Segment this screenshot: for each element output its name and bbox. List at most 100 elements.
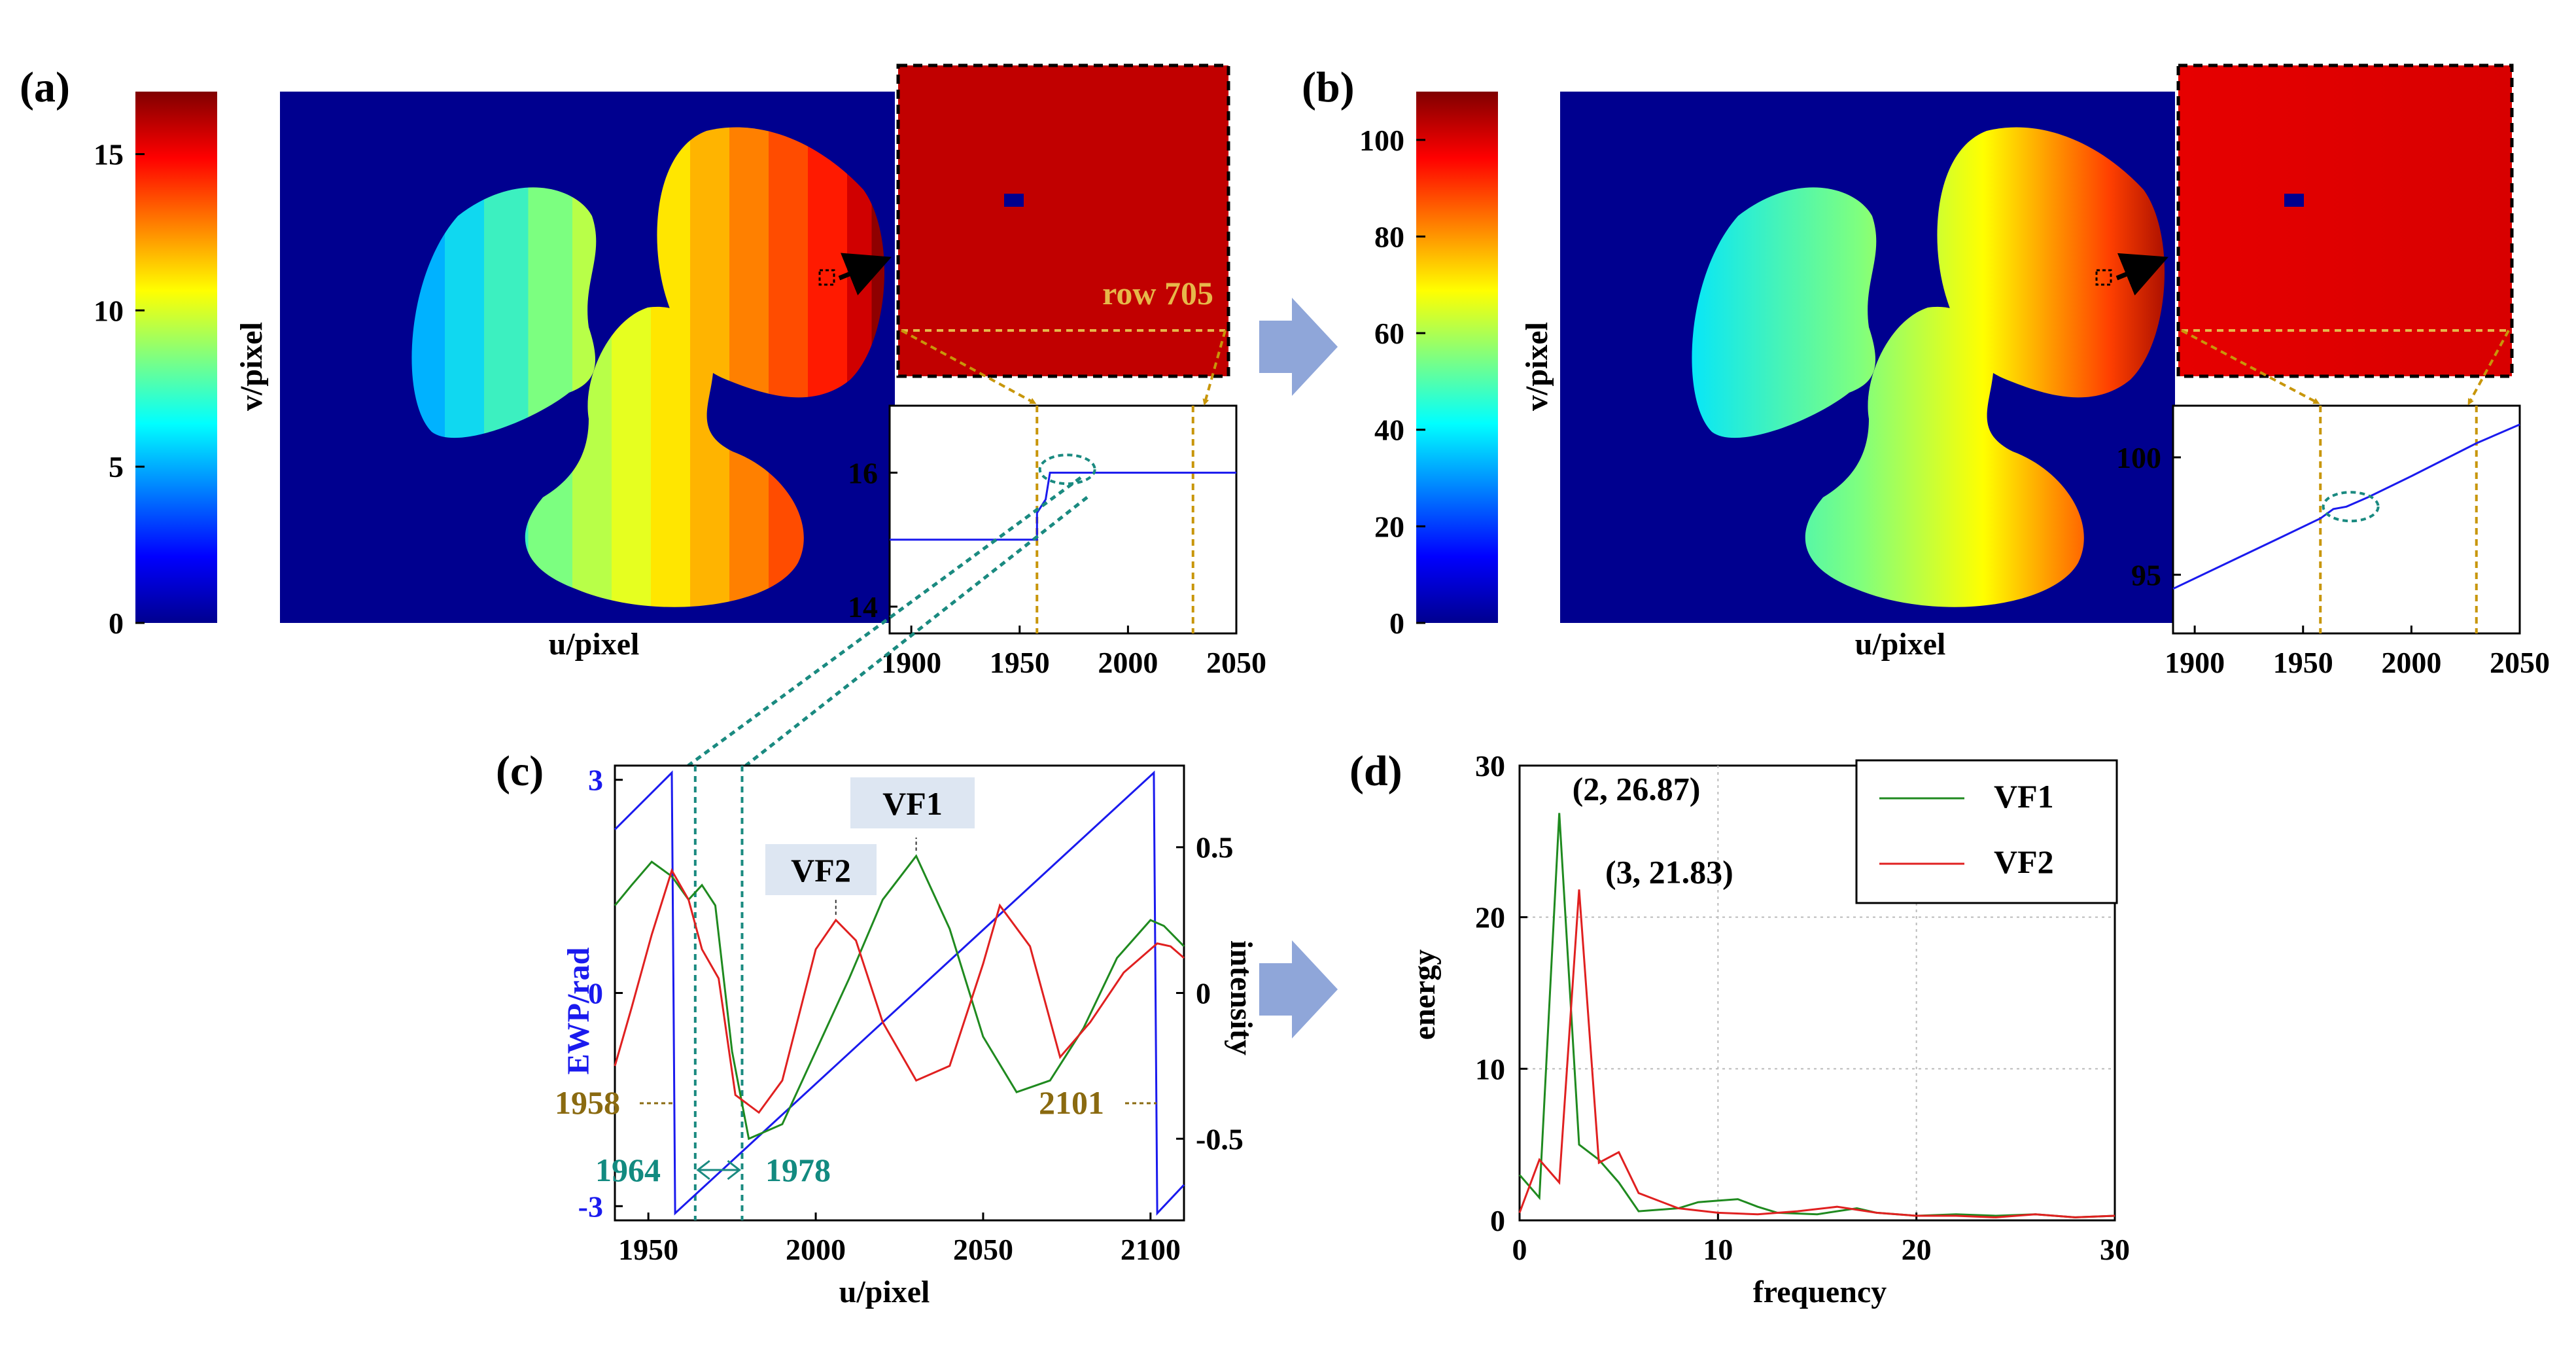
x-tick-label: 2000 — [786, 1233, 846, 1266]
range-right-label: 1978 — [765, 1152, 831, 1188]
range-arrow-left-head — [696, 1160, 710, 1180]
connector-left — [687, 476, 1082, 768]
peak-annotation-vf2: (3, 21.83) — [1605, 853, 1733, 890]
zoom-frame-a — [896, 63, 1230, 378]
x-tick-label: 2100 — [1121, 1233, 1181, 1266]
x-tick-label: 20 — [1902, 1233, 1932, 1266]
panel-d: energy frequency 0 10 20 30 0 10 20 30 (2, 26.87… — [1407, 749, 2130, 1309]
peak-annotation-vf1: (2, 26.87) — [1573, 771, 1701, 807]
zoom-hole-a — [1004, 194, 1024, 207]
y-tick-label: 0 — [1490, 1204, 1505, 1237]
colorbar-tick-label: 100 — [1359, 124, 1404, 157]
inset-profile-line — [2172, 423, 2520, 590]
zoom-box-b — [2095, 269, 2112, 286]
zoom-hole-b — [2284, 194, 2304, 207]
guide-arrow-a-right — [1202, 330, 1227, 406]
colorbar-tick-label: 0 — [109, 607, 124, 640]
ylabel-c-right: intensity — [1224, 940, 1259, 1055]
inset-xtick-label: 2000 — [1098, 646, 1158, 679]
inset-xtick-label: 1900 — [2165, 646, 2225, 679]
propeller-b — [1692, 127, 2165, 607]
inset-ytick-label: 100 — [2116, 441, 2161, 474]
x-tick-label: 10 — [1703, 1233, 1733, 1266]
y-right-tick-label: -0.5 — [1196, 1122, 1244, 1156]
u-left-label: 1958 — [555, 1084, 620, 1121]
guide-arrow-b-right — [2467, 330, 2510, 406]
colorbar-b — [1416, 92, 1498, 623]
inset-profile-line — [890, 471, 1236, 541]
plot-d: 0 10 20 30 0 10 20 30 (2, 26.87) (3, 21.83) VF1 VF2 — [1475, 749, 2130, 1266]
series-line-vf2 — [614, 868, 1185, 1114]
propeller-a — [411, 127, 885, 607]
inset-highlight-ellipse — [1038, 453, 1096, 486]
xlabel-b: u/pixel — [1855, 627, 1946, 662]
colorbar-tick-label: 0 — [1389, 607, 1404, 640]
y-left-tick-label: -3 — [578, 1190, 603, 1223]
row-label-a: row 705 — [1102, 275, 1213, 311]
y-tick-label: 10 — [1475, 1052, 1505, 1086]
panel-label-b: (b) — [1302, 63, 1355, 111]
zoom-view-a — [898, 65, 1228, 376]
legend-label-vf2: VF2 — [1994, 843, 2054, 880]
zoom-arrow-b — [2115, 253, 2168, 296]
colorbar-tick-label: 20 — [1374, 510, 1404, 543]
guide-arrow-a-left — [901, 329, 1037, 404]
series-line-vf1 — [1518, 813, 2115, 1218]
y-tick-label: 20 — [1475, 901, 1505, 934]
inset-xtick-label: 2000 — [2381, 646, 2441, 679]
panel-label-c: (c) — [496, 747, 544, 795]
plot-frame — [614, 764, 1185, 1222]
vf2-label-box — [765, 844, 877, 895]
inset-xtick-label: 1900 — [881, 646, 941, 679]
y-left-tick-label: 3 — [588, 764, 603, 797]
range-left-label: 1964 — [595, 1152, 661, 1188]
y-right-tick-label: 0.5 — [1196, 831, 1234, 864]
plot-c: 1950 2000 2050 2100 -3 0 3 -0.5 0 0.5 VF1 VF2 1958 21… — [555, 764, 1244, 1266]
colorbar-tick-label: 10 — [94, 294, 124, 327]
colorbar-b-ticks: 0 20 40 60 80 100 — [1359, 124, 1425, 640]
ylabel-c-left: EWP/rad — [561, 947, 596, 1074]
colorbar-tick-label: 60 — [1374, 317, 1404, 350]
inset-xtick-label: 2050 — [1206, 646, 1266, 679]
legend-label-vf1: VF1 — [1994, 778, 2054, 815]
range-arrow-right-head — [727, 1160, 741, 1180]
ylabel-a: v/pixel — [234, 322, 269, 411]
inset-ytick-label: 16 — [848, 456, 878, 489]
inset-xtick-label: 1950 — [2273, 646, 2333, 679]
panel-a: 0 5 10 15 v/pixel row 705 u/pixel 1900 1950 2… — [94, 63, 1266, 679]
zoom-box-a — [818, 269, 835, 286]
colorbar-a — [135, 92, 217, 623]
colorbar-a-ticks: 0 5 10 15 — [94, 138, 145, 640]
panel-label-d: (d) — [1349, 747, 1402, 795]
series-line-vf2 — [1518, 889, 2115, 1218]
inset-ytick-label: 95 — [2131, 558, 2161, 592]
inset-xtick-label: 1950 — [990, 646, 1050, 679]
xlabel-d: frequency — [1753, 1275, 1887, 1309]
xlabel-c: u/pixel — [839, 1275, 930, 1309]
y-left-tick-label: 0 — [588, 977, 603, 1010]
legend-box — [1855, 759, 2118, 904]
inset-a: 1900 1950 2000 2050 14 16 — [848, 404, 1266, 679]
ewp-line — [614, 770, 1185, 1216]
vf1-label-box — [850, 777, 975, 828]
ylabel-b: v/pixel — [1520, 322, 1554, 411]
vf1-label: VF1 — [882, 785, 943, 822]
inset-frame — [888, 404, 1238, 635]
panel-c: EWP/rad intensity u/pixel 1950 2000 2050 21… — [555, 764, 1259, 1309]
colorbar-tick-label: 5 — [109, 450, 124, 484]
panel-b: 0 20 40 60 80 100 v/pixel u/pixel 1900 1950 200… — [1359, 63, 2550, 679]
x-tick-label: 30 — [2100, 1233, 2130, 1266]
guide-arrow-b-left — [2181, 329, 2320, 404]
zoom-frame-b — [2176, 63, 2514, 378]
zoom-arrow-a — [838, 253, 892, 296]
inset-xtick-label: 2050 — [2490, 646, 2550, 679]
vf2-label: VF2 — [791, 852, 851, 889]
u-right-label: 2101 — [1039, 1084, 1104, 1121]
inset-ytick-label: 14 — [848, 590, 878, 624]
y-right-tick-label: 0 — [1196, 977, 1211, 1010]
inset-highlight-ellipse — [2322, 491, 2380, 523]
arrow-a-to-b — [1259, 298, 1338, 396]
colorbar-tick-label: 80 — [1374, 220, 1404, 253]
x-tick-label: 0 — [1512, 1233, 1527, 1266]
